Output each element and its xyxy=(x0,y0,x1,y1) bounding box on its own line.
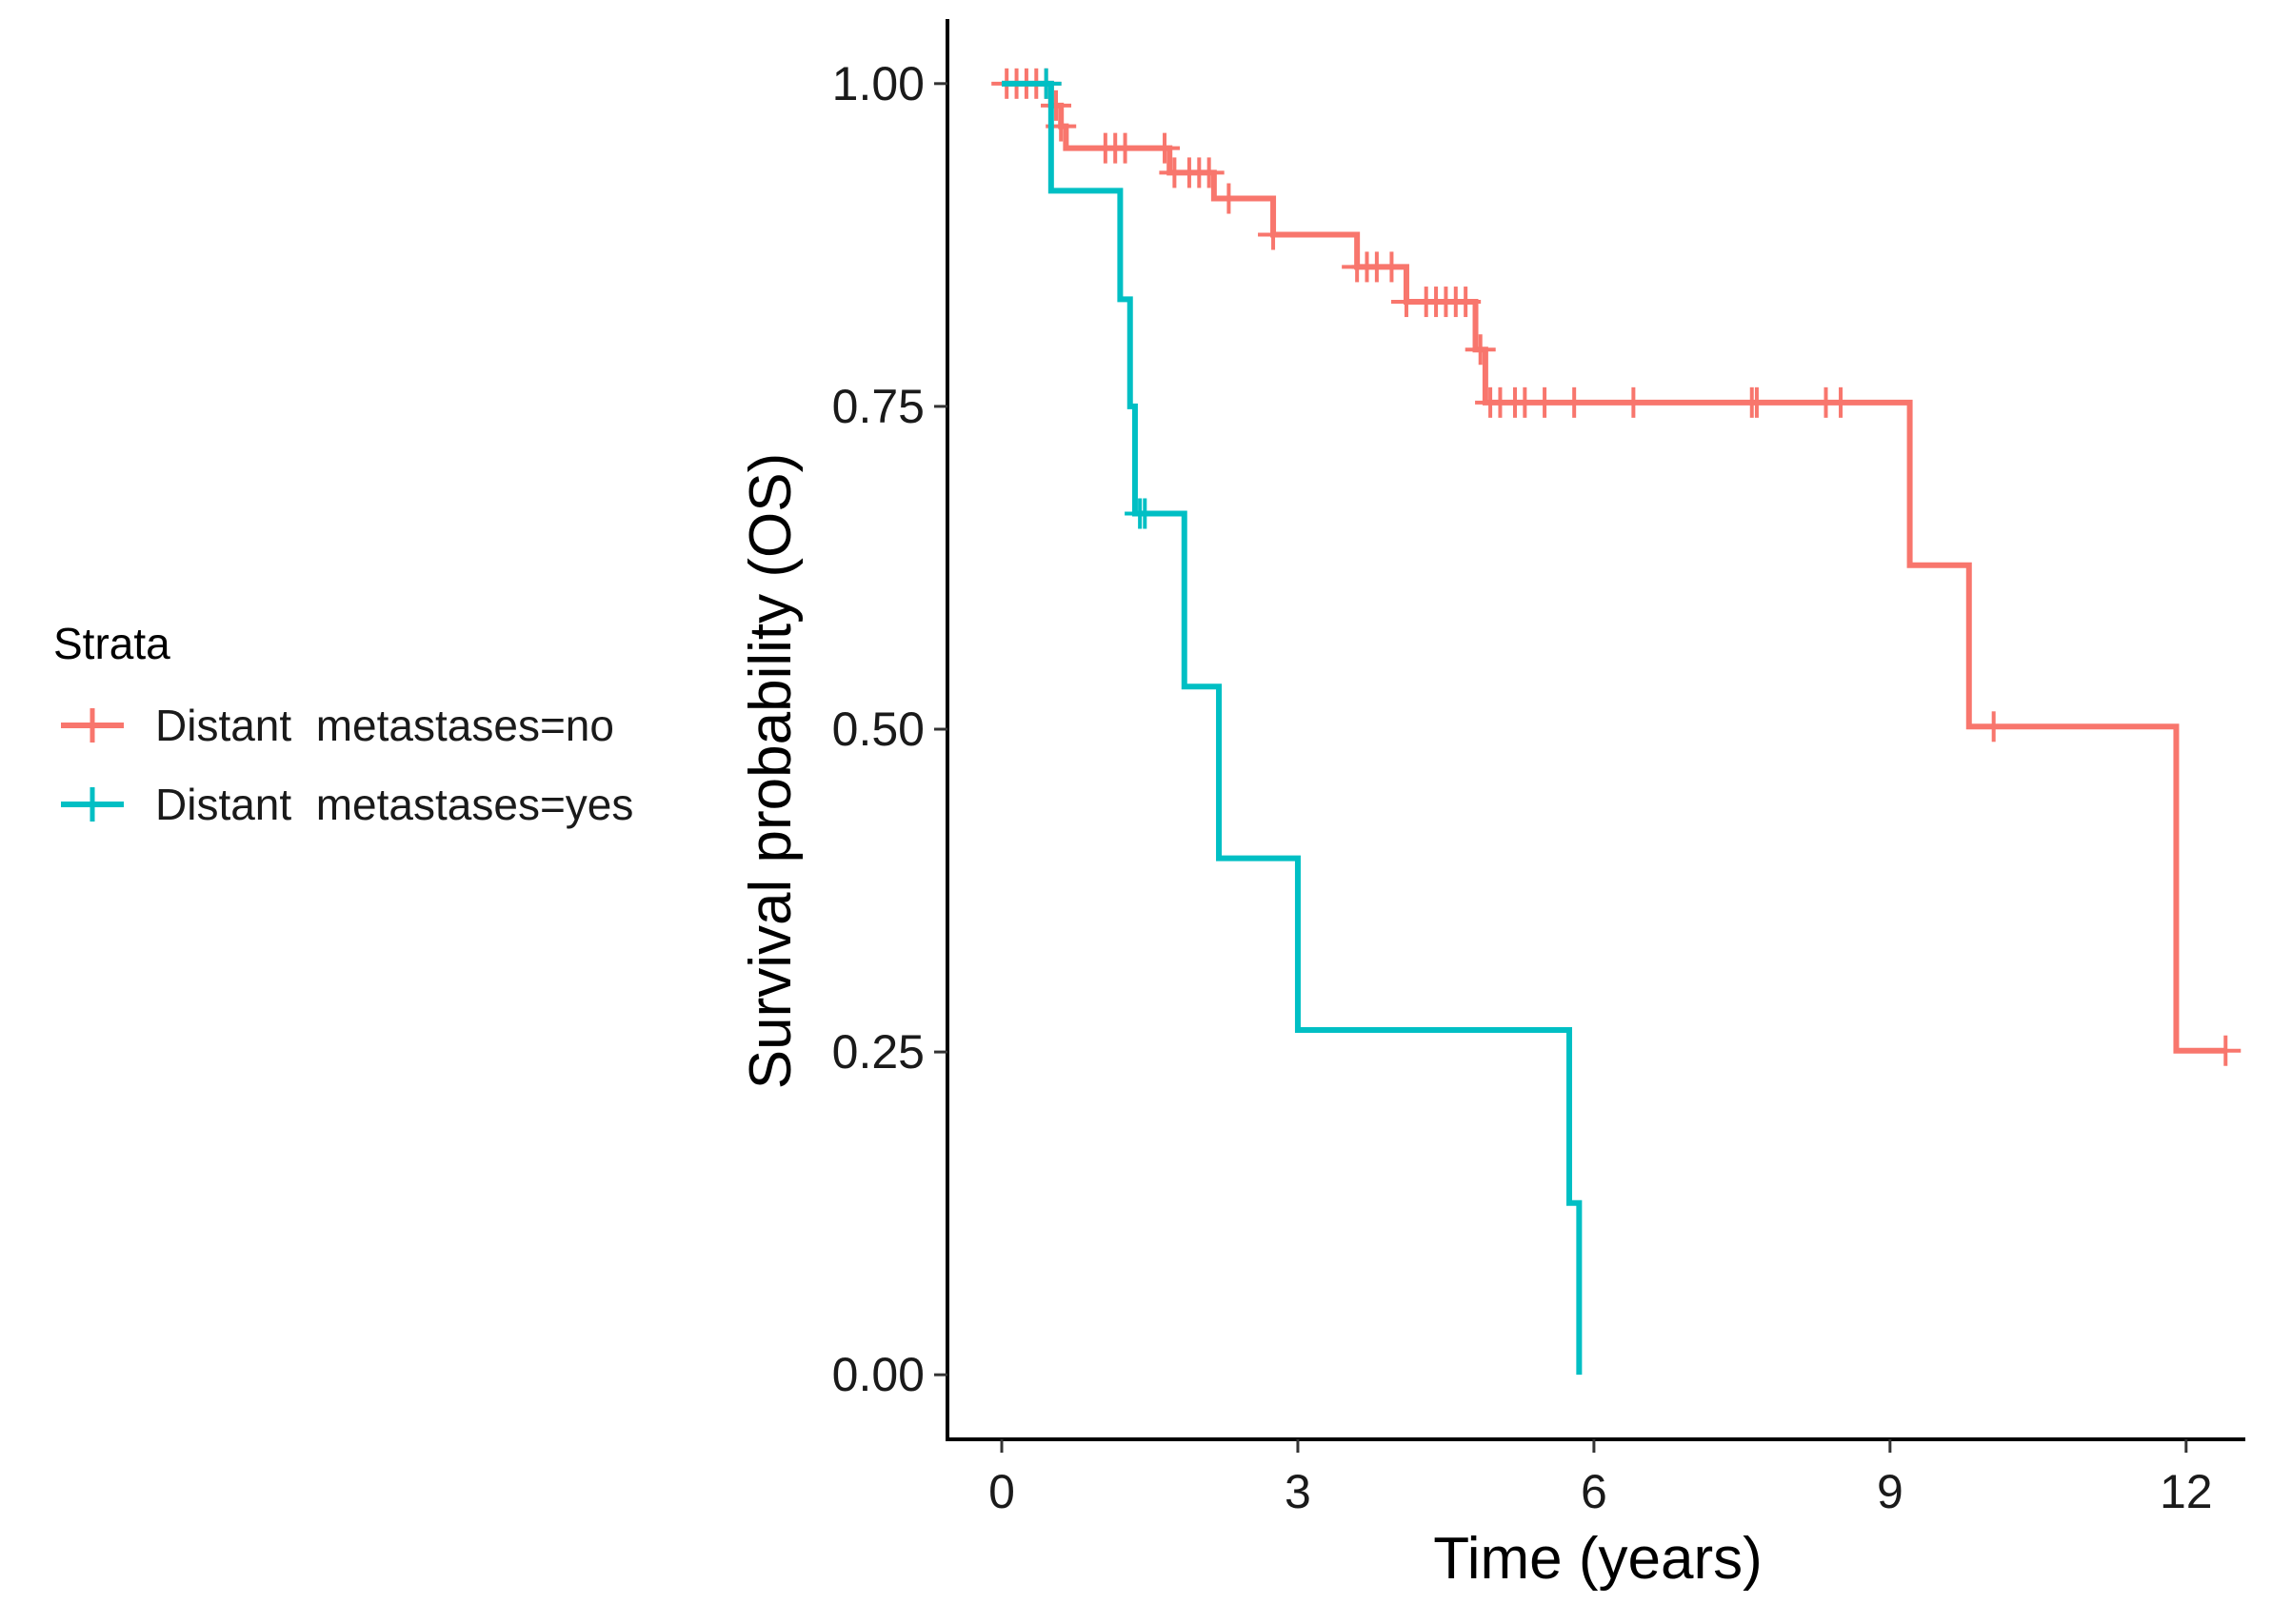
x-tick-label: 12 xyxy=(2160,1465,2213,1518)
series-no xyxy=(991,68,2242,1066)
legend-item-no: Distant metastases=no xyxy=(61,701,614,750)
legend: Strata Distant metastases=no Distant met… xyxy=(53,619,633,829)
legend-item-yes: Distant metastases=yes xyxy=(61,780,633,829)
survival-curve xyxy=(1002,80,1583,1376)
x-tick-label: 9 xyxy=(1877,1465,1903,1518)
y-tick-label: 0.00 xyxy=(832,1348,925,1401)
legend-label-no: Distant metastases=no xyxy=(155,701,614,750)
y-tick-label: 0.75 xyxy=(832,380,925,433)
legend-label-yes: Distant metastases=yes xyxy=(155,780,633,829)
x-tick-label: 6 xyxy=(1581,1465,1607,1518)
y-axis-title: Survival probability (OS) xyxy=(738,453,804,1089)
y-tick-label: 0.25 xyxy=(832,1025,925,1079)
legend-title: Strata xyxy=(53,619,170,668)
y-tick-label: 1.00 xyxy=(832,57,925,110)
y-ticks: 0.00 0.25 0.50 0.75 1.00 xyxy=(832,57,947,1401)
x-tick-label: 3 xyxy=(1285,1465,1311,1518)
x-ticks: 0 3 6 9 12 xyxy=(988,1439,2213,1518)
y-tick-label: 0.50 xyxy=(832,703,925,756)
series-yes xyxy=(1002,68,1583,1376)
x-axis-title: Time (years) xyxy=(1433,1526,1763,1592)
series-layer xyxy=(991,68,2242,1376)
x-tick-label: 0 xyxy=(988,1465,1015,1518)
